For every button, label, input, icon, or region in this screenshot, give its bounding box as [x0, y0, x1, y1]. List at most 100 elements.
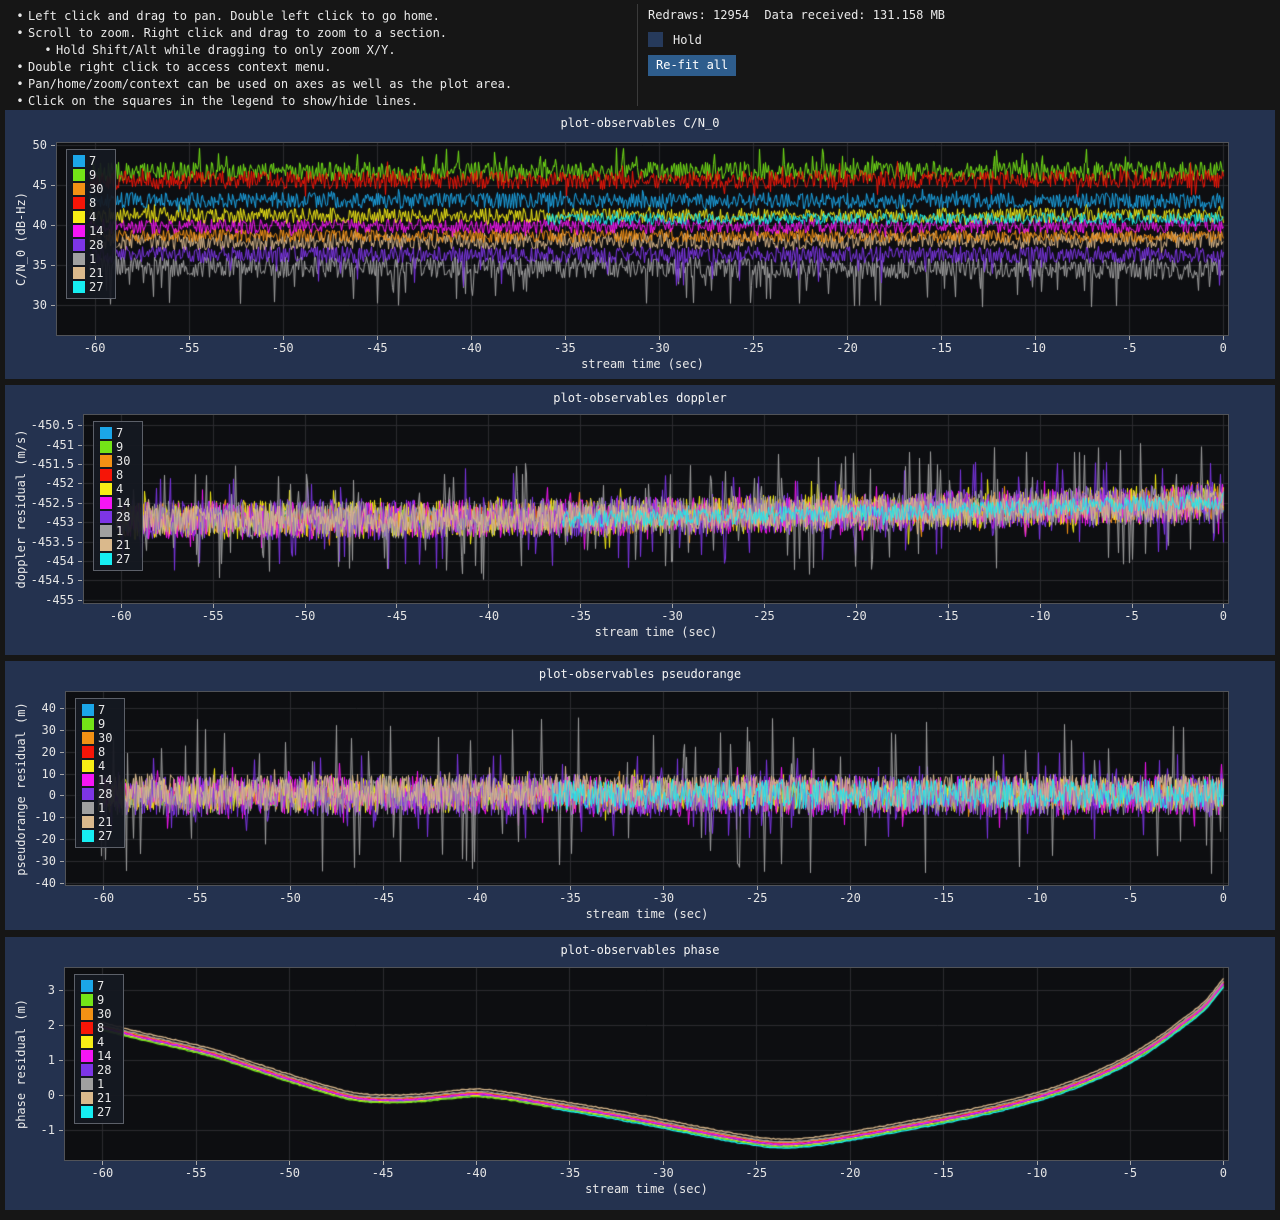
legend-swatch-icon[interactable] [82, 830, 94, 842]
y-tick-mark [78, 425, 82, 426]
help-text: Pan/home/zoom/context can be used on axe… [28, 77, 513, 91]
y-tick-mark [78, 483, 82, 484]
legend-item: 14 [81, 1050, 111, 1062]
y-tick-label: -454 [45, 554, 74, 569]
x-tick-mark [1129, 336, 1130, 340]
x-tick-mark [756, 1161, 757, 1165]
legend-swatch-icon[interactable] [100, 511, 112, 523]
x-tick-label: -45 [371, 1166, 394, 1180]
legend-swatch-icon[interactable] [100, 455, 112, 467]
plot-area-phase[interactable]: 7 9 30 8 4 14 28 1 21 27 [64, 967, 1229, 1161]
legend-item: 27 [81, 1106, 111, 1118]
legend-swatch-icon[interactable] [100, 525, 112, 537]
plot-canvas[interactable] [57, 143, 1228, 335]
legend-swatch-icon[interactable] [73, 253, 85, 265]
legend-swatch-icon[interactable] [73, 155, 85, 167]
legend-swatch-icon[interactable] [100, 539, 112, 551]
legend-swatch-icon[interactable] [73, 197, 85, 209]
legend-swatch-icon[interactable] [81, 1092, 93, 1104]
help-text: Scroll to zoom. Right click and drag to … [28, 26, 448, 40]
legend-label: 21 [116, 538, 131, 552]
legend-label: 9 [89, 168, 97, 182]
legend-swatch-icon[interactable] [73, 183, 85, 195]
legend-swatch-icon[interactable] [82, 788, 94, 800]
x-tick-label: -60 [91, 1166, 114, 1180]
legend-label: 4 [97, 1035, 105, 1049]
legend-swatch-icon[interactable] [100, 469, 112, 481]
stats-line: Redraws: 12954 Data received: 131.158 MB [648, 8, 945, 23]
legend-item: 8 [73, 197, 103, 209]
legend-swatch-icon[interactable] [82, 760, 94, 772]
legend-swatch-icon[interactable] [81, 1036, 93, 1048]
legend-swatch-icon[interactable] [100, 497, 112, 509]
legend-swatch-icon[interactable] [81, 1078, 93, 1090]
plot-canvas[interactable] [65, 968, 1228, 1160]
legend-swatch-icon[interactable] [73, 281, 85, 293]
legend-swatch-icon[interactable] [81, 1022, 93, 1034]
legend-swatch-icon[interactable] [81, 994, 93, 1006]
hold-control[interactable]: Hold [648, 32, 945, 47]
redraws-label: Redraws: [648, 8, 706, 22]
legend-swatch-icon[interactable] [81, 1008, 93, 1020]
legend-swatch-icon[interactable] [82, 746, 94, 758]
legend-label: 30 [89, 182, 104, 196]
legend-swatch-icon[interactable] [73, 225, 85, 237]
plot-area-cn0[interactable]: 7 9 30 8 4 14 28 1 21 27 [56, 142, 1229, 336]
legend-swatch-icon[interactable] [73, 267, 85, 279]
y-tick-label: -454.5 [30, 573, 74, 588]
plot-title: plot-observables pseudorange [538, 667, 742, 681]
legend-swatch-icon[interactable] [100, 553, 112, 565]
legend-item: 9 [100, 441, 130, 453]
plot-canvas[interactable] [66, 692, 1228, 885]
legend-swatch-icon[interactable] [73, 169, 85, 181]
y-tick-label: -452.5 [30, 495, 74, 510]
x-tick-label: -25 [753, 609, 775, 623]
help-item: • Left click and drag to pan. Double left… [12, 8, 622, 25]
legend-item: 21 [82, 816, 112, 828]
x-tick-label: -20 [836, 341, 858, 355]
bullet-icon: • [44, 43, 52, 57]
legend-swatch-icon[interactable] [81, 1106, 93, 1118]
y-tick-label: 10 [41, 766, 56, 781]
legend-swatch-icon[interactable] [81, 1064, 93, 1076]
legend-swatch-icon[interactable] [100, 483, 112, 495]
x-tick-label: -30 [661, 609, 683, 623]
hold-label: Hold [673, 32, 702, 47]
legend-label: 28 [89, 238, 104, 252]
y-tick-mark [59, 1130, 63, 1131]
legend-swatch-icon[interactable] [73, 211, 85, 223]
plot-area-doppler[interactable]: 7 9 30 8 4 14 28 1 21 27 [83, 414, 1229, 604]
x-tick-label: -10 [1028, 609, 1051, 623]
legend-swatch-icon[interactable] [100, 441, 112, 453]
x-tick-label: -45 [365, 341, 388, 355]
y-tick-label: -453.5 [30, 534, 74, 549]
legend-swatch-icon[interactable] [82, 816, 94, 828]
legend-label: 9 [98, 717, 106, 731]
legend-swatch-icon[interactable] [82, 704, 94, 716]
plot-canvas[interactable] [84, 415, 1228, 603]
legend-swatch-icon[interactable] [100, 427, 112, 439]
plot-area-pseudorange[interactable]: 7 9 30 8 4 14 28 1 21 27 [65, 691, 1229, 886]
legend-item: 8 [82, 746, 112, 758]
x-tick-label: -40 [465, 1166, 487, 1180]
refit-all-button[interactable]: Re-fit all [648, 55, 737, 76]
x-tick-label: 0 [1219, 1166, 1227, 1180]
x-tick-label: -25 [742, 341, 764, 355]
legend-swatch-icon[interactable] [82, 732, 94, 744]
x-tick-mark [283, 336, 284, 340]
legend-swatch-icon[interactable] [82, 718, 94, 730]
help-item: • Hold Shift/Alt while dragging to only z… [12, 42, 622, 59]
legend-label: 14 [116, 496, 131, 510]
legend-swatch-icon[interactable] [73, 239, 85, 251]
legend-swatch-icon[interactable] [81, 1050, 93, 1062]
hold-checkbox[interactable] [648, 32, 663, 47]
y-tick-mark [60, 883, 64, 884]
x-tick-mark [1223, 1161, 1224, 1165]
legend-swatch-icon[interactable] [81, 980, 93, 992]
x-tick-label: -5 [1124, 609, 1139, 623]
legend-label: 1 [98, 801, 106, 815]
legend-swatch-icon[interactable] [82, 802, 94, 814]
y-tick-mark [60, 795, 64, 796]
legend-swatch-icon[interactable] [82, 774, 94, 786]
x-tick-mark [850, 1161, 851, 1165]
